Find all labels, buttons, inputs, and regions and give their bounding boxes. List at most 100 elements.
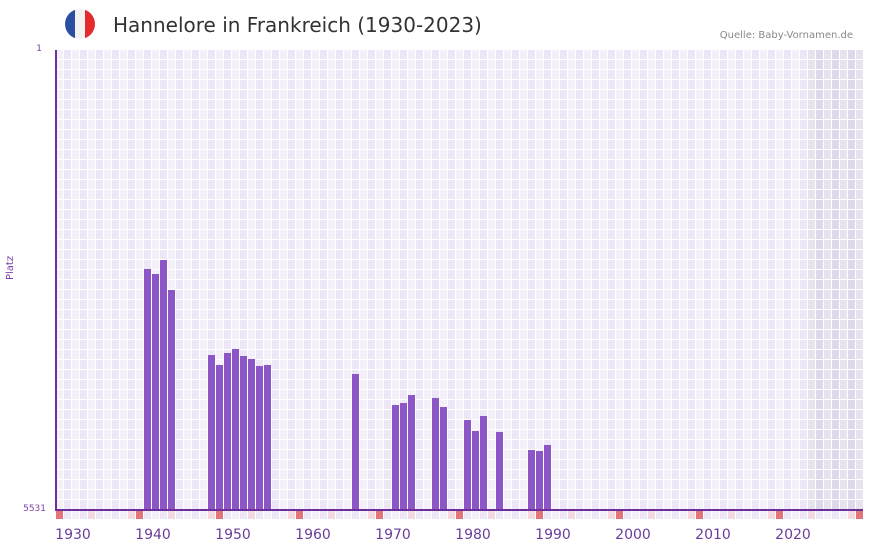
grid-cell (200, 70, 207, 79)
grid-cell (304, 50, 311, 59)
grid-cell (272, 200, 279, 209)
grid-cell (544, 160, 551, 169)
grid-cell (360, 320, 367, 329)
grid-cell (760, 470, 767, 479)
bar-1956[interactable] (264, 364, 271, 510)
grid-cell (208, 300, 215, 309)
grid-cell (568, 430, 575, 439)
grid-cell (520, 200, 527, 209)
grid-cell (440, 50, 447, 59)
grid-cell (520, 170, 527, 179)
bar-1982[interactable] (472, 430, 479, 510)
grid-cell (392, 160, 399, 169)
grid-cell (760, 240, 767, 249)
grid-cell (288, 450, 295, 459)
bar-1953[interactable] (240, 355, 247, 510)
grid-cell (664, 490, 671, 499)
grid-cell (648, 210, 655, 219)
grid-cell (456, 100, 463, 109)
grid-cell (152, 130, 159, 139)
grid-cell (104, 110, 111, 119)
grid-cell (712, 320, 719, 329)
bar-1967[interactable] (352, 373, 359, 510)
bar-1955[interactable] (256, 365, 263, 510)
grid-cell (256, 250, 263, 259)
grid-cell (808, 420, 815, 429)
grid-cell (160, 120, 167, 129)
grid-cell (376, 80, 383, 89)
grid-cell (704, 110, 711, 119)
bar-1952[interactable] (232, 348, 239, 510)
bar-1951[interactable] (224, 352, 231, 510)
bar-1942[interactable] (152, 273, 159, 510)
bar-1974[interactable] (408, 394, 415, 510)
grid-cell (104, 250, 111, 259)
grid-cell (752, 370, 759, 379)
bar-1943[interactable] (160, 259, 167, 510)
grid-cell (792, 350, 799, 359)
bar-1944[interactable] (168, 289, 175, 510)
grid-cell (824, 390, 831, 399)
grid-cell (592, 420, 599, 429)
grid-cell (272, 340, 279, 349)
bar-1972[interactable] (392, 404, 399, 510)
bar-1949[interactable] (208, 354, 215, 510)
grid-cell (312, 360, 319, 369)
grid-cell (152, 170, 159, 179)
bar-1941[interactable] (144, 268, 151, 510)
grid-cell (456, 310, 463, 319)
grid-cell (88, 130, 95, 139)
bar-1985[interactable] (496, 431, 503, 510)
grid-cell (584, 90, 591, 99)
grid-cell (472, 100, 479, 109)
grid-cell (128, 430, 135, 439)
grid-cell (80, 150, 87, 159)
grid-cell (640, 350, 647, 359)
half-decade-marker (448, 511, 455, 519)
grid-cell (632, 350, 639, 359)
grid-cell (688, 140, 695, 149)
bar-1978[interactable] (440, 406, 447, 510)
grid-cell (632, 90, 639, 99)
grid-cell (656, 60, 663, 69)
bar-1954[interactable] (248, 358, 255, 510)
grid-cell (456, 450, 463, 459)
grid-cell (776, 230, 783, 239)
bar-1983[interactable] (480, 415, 487, 510)
grid-cell (200, 450, 207, 459)
grid-cell (296, 480, 303, 489)
bar-1989[interactable] (528, 449, 535, 510)
bar-1950[interactable] (216, 364, 223, 510)
grid-cell (80, 90, 87, 99)
grid-cell (296, 490, 303, 499)
bar-1973[interactable] (400, 402, 407, 510)
grid-cell (616, 410, 623, 419)
grid-cell (328, 180, 335, 189)
grid-cell (736, 320, 743, 329)
bar-1981[interactable] (464, 419, 471, 510)
grid-cell (512, 120, 519, 129)
grid-cell (504, 80, 511, 89)
grid-cell (472, 150, 479, 159)
grid-cell (480, 250, 487, 259)
grid-cell (712, 350, 719, 359)
grid-cell (72, 380, 79, 389)
grid-cell (104, 310, 111, 319)
bar-1977[interactable] (432, 397, 439, 510)
grid-cell (424, 340, 431, 349)
grid-cell (464, 300, 471, 309)
grid-cell (248, 100, 255, 109)
bar-1991[interactable] (544, 444, 551, 510)
grid-cell (744, 140, 751, 149)
grid-cell (504, 290, 511, 299)
grid-cell (200, 340, 207, 349)
grid-cell (568, 480, 575, 489)
grid-cell (440, 120, 447, 129)
grid-cell (632, 100, 639, 109)
bar-1990[interactable] (536, 450, 543, 510)
grid-cell (192, 70, 199, 79)
grid-cell (352, 200, 359, 209)
grid-cell (144, 50, 151, 59)
grid-cell (768, 260, 775, 269)
grid-cell (240, 100, 247, 109)
